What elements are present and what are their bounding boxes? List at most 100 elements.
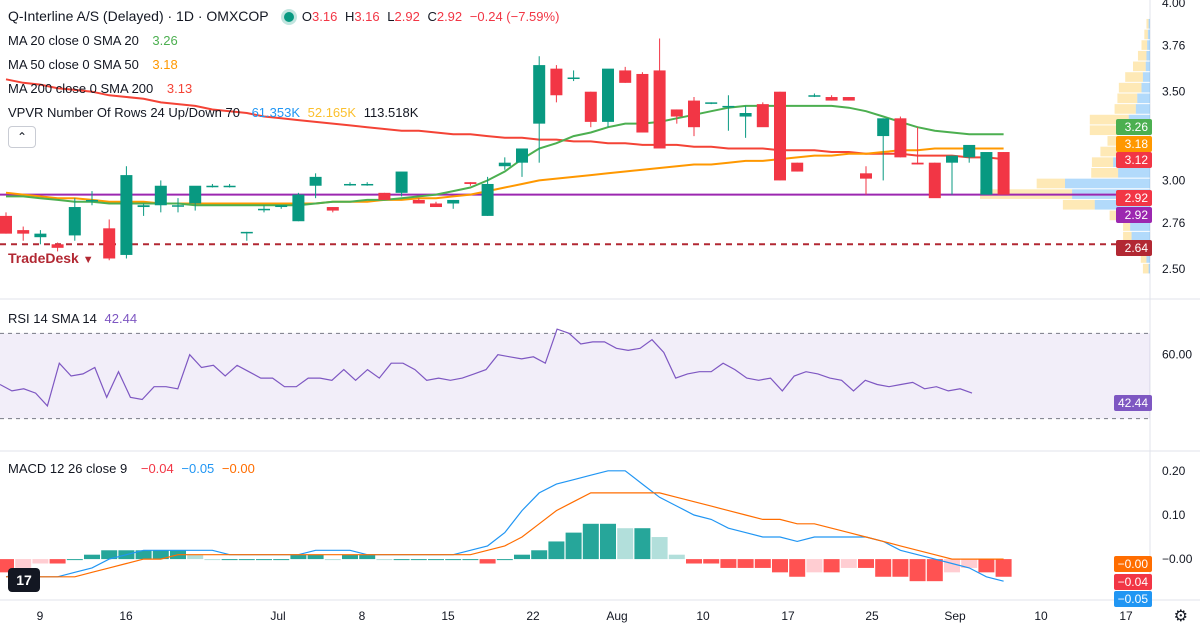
macd-histogram-bar [221, 559, 238, 561]
volume-profile-up-bar [1148, 263, 1150, 274]
candle-body [292, 194, 305, 222]
macd-hist-badge: −0.04 [1113, 574, 1152, 590]
low-value: 2.92 [394, 9, 420, 24]
macd-histogram-bar [428, 559, 444, 561]
volume-profile-down-bar [1091, 157, 1114, 167]
macd-histogram-bar [703, 559, 720, 564]
volume-profile-up-bar [1146, 50, 1150, 61]
macd-histogram-bar [840, 559, 857, 568]
volume-profile-down-bar [1114, 104, 1136, 114]
volume-profile-down-bar [1091, 168, 1119, 178]
market-status-dot-icon [284, 12, 295, 22]
price-tick-label: 4.00 [1162, 0, 1186, 10]
volume-profile-up-bar [1065, 178, 1150, 189]
macd-legend[interactable]: MACD 12 26 close 9 −0.04 −0.05 −0.00 [8, 461, 259, 477]
macd-label: MACD 12 26 close 9 [8, 461, 128, 476]
macd-signal-line [6, 492, 1004, 578]
macd-histogram-bar [668, 554, 685, 560]
candle-body [378, 192, 391, 200]
macd-histogram-bar [617, 528, 634, 560]
candle-body [533, 65, 546, 124]
macd-histogram-bar [101, 550, 118, 560]
candle-body [464, 182, 477, 184]
tradingview-logo[interactable]: 17 [8, 568, 40, 592]
rsi-label: RSI 14 SMA 14 [8, 311, 97, 326]
candle-body [430, 203, 442, 208]
price-tick-label: 2.50 [1162, 262, 1186, 276]
volume-profile-down-bar [1142, 263, 1149, 274]
macd-histogram-bar [995, 559, 1012, 577]
vpvr-total-value: 113.518K [363, 105, 419, 120]
macd-histogram-bar [135, 550, 152, 560]
macd-histogram-bar [393, 559, 410, 561]
candle-body [86, 199, 98, 202]
candle-body [688, 100, 700, 128]
candle-body [963, 144, 976, 158]
candle-body [825, 97, 838, 101]
ma50-label: MA 50 close 0 SMA 50 [8, 57, 139, 72]
ma20-value: 3.26 [152, 33, 178, 48]
vpvr-legend[interactable]: VPVR Number Of Rows 24 Up/Down 70 61.353… [8, 105, 422, 121]
ma200-price-badge: 3.12 [1116, 152, 1152, 168]
candle-body [567, 77, 580, 80]
rsi-legend[interactable]: RSI 14 SMA 14 42.44 [8, 311, 141, 327]
macd-histogram-bar [892, 559, 909, 577]
ma50-value: 3.18 [152, 57, 178, 72]
close-price-badge: 2.92 [1116, 190, 1152, 206]
symbol-title[interactable]: Q-Interline A/S (Delayed) · 1D · OMXCOP [8, 8, 269, 24]
macd-histogram-bar [514, 554, 530, 560]
macd-histogram-bar [410, 559, 427, 561]
dropdown-triangle-icon: ▼ [82, 254, 94, 266]
macd-signal-value: −0.00 [221, 461, 255, 476]
macd-histogram-bar [152, 550, 169, 560]
macd-hist-value: −0.04 [140, 461, 174, 476]
time-tick-label: 15 [441, 609, 455, 623]
macd-histogram-bar [875, 559, 892, 577]
macd-histogram-bar [823, 559, 840, 573]
volume-profile-up-bar [1147, 40, 1150, 50]
candle-body [894, 118, 907, 158]
price-tick-label: 3.50 [1162, 85, 1186, 99]
macd-histogram-bar [944, 559, 960, 573]
close-value: 2.92 [436, 9, 463, 24]
settings-gear-icon[interactable]: ⚙ [1173, 608, 1188, 625]
rsi-price-badge: 42.44 [1113, 395, 1152, 411]
candle-body [550, 68, 563, 96]
ma50-legend[interactable]: MA 50 close 0 SMA 50 3.18 [8, 57, 182, 73]
macd-histogram-bar [445, 559, 462, 561]
time-tick-label: Sep [944, 609, 966, 623]
macd-histogram-bar [32, 559, 49, 564]
candle-body [172, 205, 184, 207]
macd-histogram-bar [720, 559, 737, 568]
macd-histogram-bar [789, 559, 806, 577]
macd-histogram-bar [772, 559, 788, 573]
high-value: 3.16 [354, 9, 380, 24]
candle-body [51, 244, 64, 248]
change-value: −0.24 (−7.59%) [469, 9, 560, 24]
time-tick-label: Jul [270, 609, 285, 623]
macd-signal-badge: −0.00 [1113, 556, 1152, 572]
ma200-label: MA 200 close 0 SMA 200 [8, 81, 154, 96]
macd-histogram-bar [204, 559, 221, 561]
ma20-legend[interactable]: MA 20 close 0 SMA 20 3.26 [8, 33, 182, 49]
macd-histogram-bar [49, 559, 66, 564]
ma200-line [5, 78, 1004, 161]
macd-histogram-bar [582, 523, 599, 560]
ma20-price-badge: 3.26 [1116, 119, 1152, 135]
candle-body [516, 148, 528, 163]
time-tick-label: 22 [526, 609, 540, 623]
collapse-legend-button[interactable]: ⌃ [8, 126, 36, 148]
volume-profile-down-bar [1117, 93, 1138, 104]
macd-histogram-bar [359, 554, 376, 560]
volume-profile-down-bar [1123, 221, 1131, 231]
macd-histogram-bar [737, 559, 754, 568]
macd-histogram-bar [66, 559, 83, 561]
ma20-line [6, 104, 1004, 207]
dashed-line-price-badge: 2.64 [1116, 240, 1152, 256]
macd-histogram-bar [187, 554, 204, 560]
candle-body [447, 199, 460, 204]
ma200-legend[interactable]: MA 200 close 0 SMA 200 3.13 [8, 81, 196, 97]
macd-histogram-bar [376, 559, 393, 561]
macd-histogram-bar [961, 559, 978, 568]
candle-body [361, 183, 374, 186]
